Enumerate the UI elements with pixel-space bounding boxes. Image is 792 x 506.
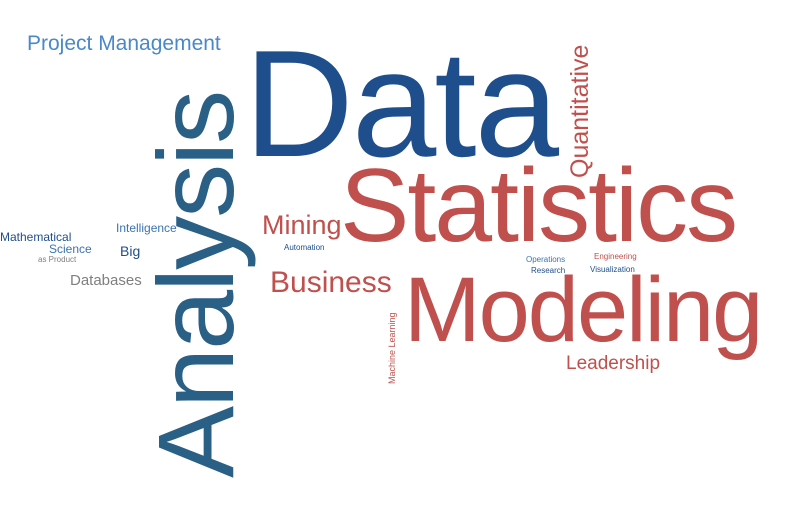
word-data: Data — [244, 19, 559, 189]
word-analysis: Analysis — [135, 91, 256, 478]
word-project-management: Project Management — [27, 32, 221, 55]
word-statistics: Statistics — [340, 148, 738, 264]
word-mathematical: Mathematical — [0, 230, 72, 244]
word-intelligence: Intelligence — [116, 221, 177, 235]
word-modeling: Modeling — [404, 259, 763, 361]
word-quantitative: Quantitative — [566, 44, 594, 178]
word-research: Research — [531, 266, 566, 275]
word-business: Business — [270, 266, 392, 299]
word-big: Big — [120, 243, 141, 259]
word-automation: Automation — [284, 243, 325, 252]
word-operations: Operations — [526, 255, 566, 264]
word-science: Science — [49, 242, 92, 256]
word-engineering: Engineering — [594, 252, 637, 261]
word-as-product: as Product — [38, 255, 77, 264]
word-visualization: Visualization — [590, 265, 635, 274]
word-databases: Databases — [70, 272, 142, 289]
word-leadership: Leadership — [566, 353, 661, 374]
word-machine-learning: Machine Learning — [387, 312, 397, 384]
word-mining: Mining — [262, 210, 342, 240]
